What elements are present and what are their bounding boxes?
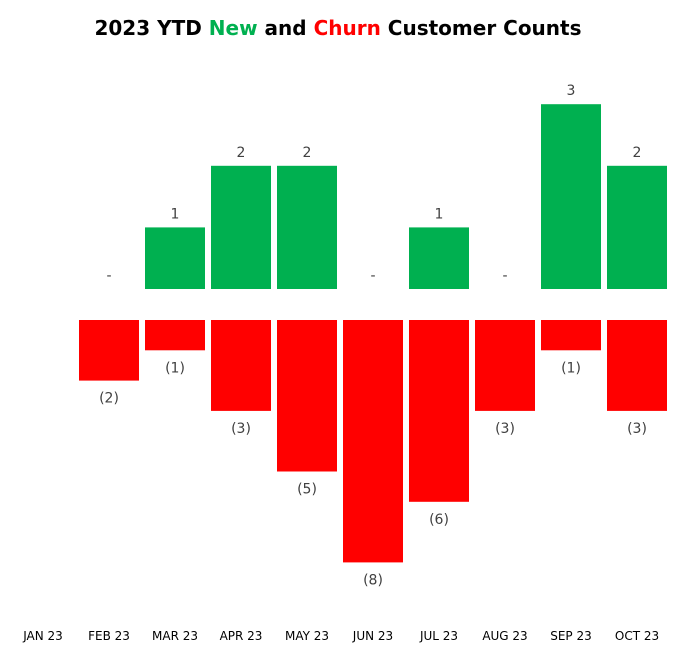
new-value-label: -: [502, 268, 507, 284]
churn-value-label: (3): [627, 421, 647, 437]
new-bar-jul-23: [409, 227, 469, 289]
new-value-label: 2: [633, 145, 642, 161]
category-label: JUN 23: [352, 629, 393, 643]
new-value-label: 2: [303, 145, 312, 161]
new-value-label: 1: [435, 206, 444, 222]
category-label: MAR 23: [152, 629, 198, 643]
title-part-new: New: [208, 16, 258, 40]
churn-value-label: (6): [429, 512, 449, 528]
new-value-label: 1: [171, 206, 180, 222]
chart-title: 2023 YTD New and Churn Customer Counts: [0, 16, 676, 40]
category-label: APR 23: [220, 629, 263, 643]
new-value-label: -: [370, 268, 375, 284]
new-value-label: -: [106, 268, 111, 284]
churn-bar-may-23: [277, 320, 337, 472]
new-value-label: 3: [567, 83, 576, 99]
category-label: JAN 23: [22, 629, 63, 643]
category-label: FEB 23: [88, 629, 130, 643]
churn-value-label: (5): [297, 482, 317, 498]
category-label: AUG 23: [482, 629, 527, 643]
churn-value-label: (8): [363, 572, 383, 588]
churn-bar-oct-23: [607, 320, 667, 411]
title-part-prefix: 2023 YTD: [94, 16, 209, 40]
title-part-suffix: Customer Counts: [380, 16, 582, 40]
churn-value-label: (3): [495, 421, 515, 437]
churn-value-label: (1): [561, 360, 581, 376]
churn-bar-jul-23: [409, 320, 469, 502]
churn-value-label: (3): [231, 421, 251, 437]
churn-value-label: (2): [99, 391, 119, 407]
new-bar-sep-23: [541, 104, 601, 289]
category-label: SEP 23: [550, 629, 592, 643]
title-part-churn: Churn: [313, 16, 381, 40]
churn-bar-sep-23: [541, 320, 601, 351]
churn-bar-apr-23: [211, 320, 271, 411]
new-bar-mar-23: [145, 227, 205, 289]
title-part-and: and: [257, 16, 314, 40]
churn-bar-feb-23: [79, 320, 139, 381]
new-bar-oct-23: [607, 165, 667, 289]
churn-value-label: (1): [165, 360, 185, 376]
new-bar-may-23: [277, 165, 337, 289]
category-label: MAY 23: [285, 629, 329, 643]
churn-bar-jun-23: [343, 320, 403, 563]
new-bar-apr-23: [211, 165, 271, 289]
churn-bar-mar-23: [145, 320, 205, 351]
churn-bar-aug-23: [475, 320, 535, 411]
category-label: OCT 23: [615, 629, 659, 643]
category-label: JUL 23: [419, 629, 458, 643]
new-value-label: 2: [237, 145, 246, 161]
